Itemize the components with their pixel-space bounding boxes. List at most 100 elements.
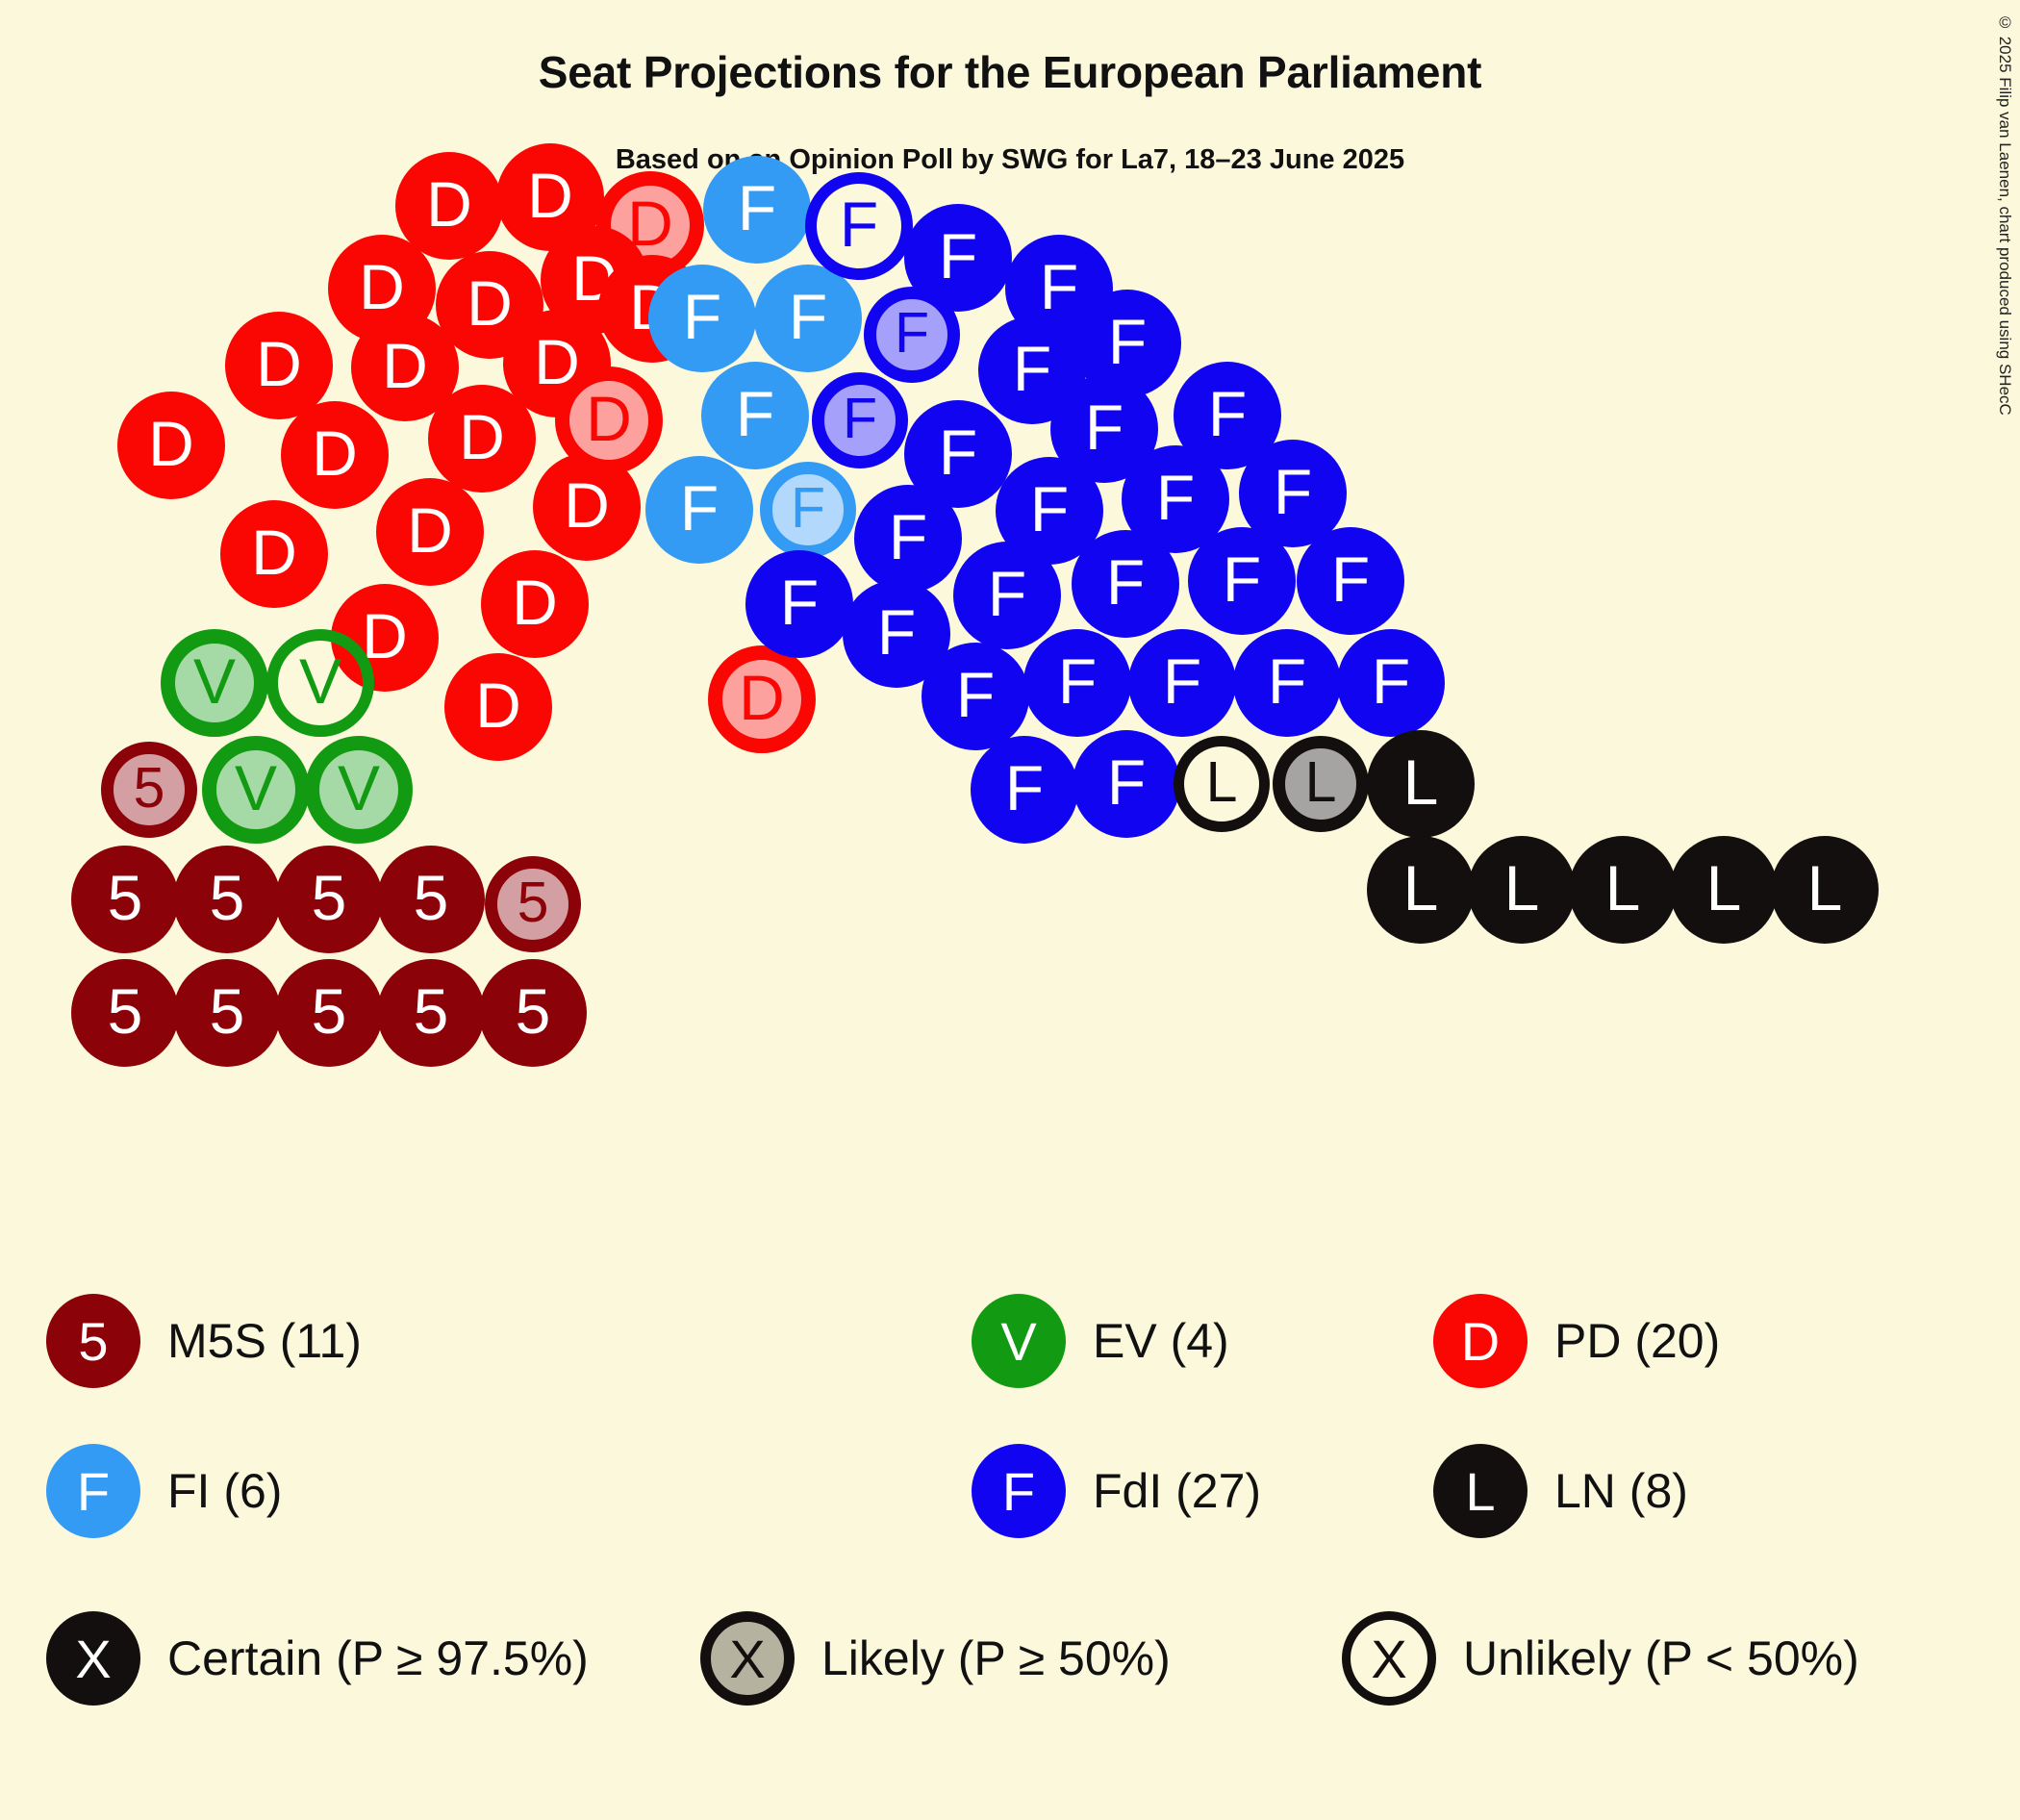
seat-symbol: F	[1029, 473, 1070, 544]
seat-fdi-certain: F	[922, 643, 1029, 750]
seat-symbol: L	[1806, 852, 1843, 923]
seat-pd-certain: D	[117, 392, 225, 499]
seat-symbol: 5	[209, 975, 245, 1047]
legend-swatch-fdi: F	[972, 1444, 1066, 1538]
seat-fdi-certain: F	[971, 736, 1078, 844]
seat-ln-certain: L	[1367, 836, 1475, 944]
seat-fi-certain: F	[703, 156, 811, 264]
seat-pd-certain: D	[220, 500, 328, 608]
seat-symbol: F	[1155, 462, 1196, 533]
seat-symbol: D	[426, 168, 472, 240]
seat-symbol: 5	[515, 975, 551, 1047]
seat-symbol: F	[1105, 546, 1146, 618]
seat-symbol: 5	[209, 862, 245, 933]
seat-symbol: 5	[311, 975, 347, 1047]
seat-symbol: F	[894, 300, 930, 365]
seat-symbol: F	[737, 172, 777, 243]
seat-symbol: F	[1106, 746, 1147, 818]
seat-symbol: F	[1107, 306, 1148, 377]
seat-symbol: 5	[413, 862, 449, 933]
legend-swatch-symbol: 5	[78, 1310, 109, 1372]
seat-m5s-certain: 5	[377, 846, 485, 953]
seat-ln-certain: L	[1367, 730, 1475, 838]
seat-symbol: F	[1039, 251, 1079, 322]
seat-symbol: D	[312, 417, 358, 489]
seat-m5s-certain: 5	[173, 959, 281, 1067]
seat-symbol: F	[938, 220, 978, 291]
seat-fdi-certain: F	[1073, 730, 1180, 838]
legend-item-pd: D PD (20)	[1433, 1294, 1720, 1388]
seat-symbol: L	[1402, 746, 1439, 818]
seat-ln-certain: L	[1771, 836, 1879, 944]
legend-swatch-symbol: F	[1001, 1460, 1036, 1522]
legend-item-m5s: 5 M5S (11)	[46, 1294, 362, 1388]
seat-ln-unlikely: L	[1174, 736, 1270, 832]
seat-fdi-likely: F	[864, 287, 960, 383]
seat-fi-certain: F	[648, 265, 756, 372]
seat-symbol: F	[1273, 456, 1313, 527]
seat-symbol: F	[1222, 543, 1262, 615]
seat-fdi-certain: F	[745, 550, 853, 658]
hemicycle-seat-diagram: DDDDDDDDDDDDDDDDDDDDVVVV55555555555DFFFF…	[71, 143, 1879, 1067]
legend-swatch-fi: F	[46, 1444, 140, 1538]
seat-symbol: 5	[517, 870, 549, 934]
seat-fdi-certain: F	[1337, 629, 1445, 737]
seat-fdi-likely: F	[812, 372, 908, 468]
seat-pd-certain: D	[481, 550, 589, 658]
legend-probability-symbol: X	[75, 1628, 112, 1689]
legend-probability-likely: X Likely (P ≥ 50%)	[700, 1611, 1171, 1706]
seat-ev-likely: V	[202, 736, 310, 844]
seat-pd-certain: D	[281, 401, 389, 509]
seat-fdi-unlikely: F	[805, 172, 913, 280]
seat-symbol: D	[739, 662, 785, 733]
seat-m5s-certain: 5	[377, 959, 485, 1067]
legend-probability-swatch-certain: X	[46, 1611, 140, 1706]
legend-swatch-symbol: F	[76, 1460, 111, 1522]
legend-label-m5s: M5S (11)	[167, 1314, 362, 1368]
seat-m5s-certain: 5	[71, 959, 179, 1067]
seat-ev-likely: V	[161, 629, 268, 737]
seat-symbol: F	[987, 558, 1027, 629]
legend-probability-unlikely: X Unlikely (P < 50%)	[1342, 1611, 1859, 1706]
seat-pd-certain: D	[436, 251, 543, 359]
legend-swatch-ev: V	[972, 1294, 1066, 1388]
seat-symbol: L	[1402, 852, 1439, 923]
seat-pd-certain: D	[496, 143, 604, 251]
seat-pd-likely: D	[708, 645, 816, 753]
seat-symbol: F	[938, 417, 978, 488]
seat-m5s-certain: 5	[275, 959, 383, 1067]
seat-symbol: F	[1057, 645, 1098, 717]
seat-symbol: D	[148, 408, 194, 479]
seat-symbol: 5	[311, 862, 347, 933]
legend-swatch-ln: L	[1433, 1444, 1528, 1538]
seat-m5s-certain: 5	[173, 846, 281, 953]
seat-m5s-likely: 5	[485, 856, 581, 952]
legend-probability-swatch-unlikely: X	[1342, 1611, 1436, 1706]
seat-pd-certain: D	[428, 385, 536, 493]
seat-symbol: 5	[413, 975, 449, 1047]
seat-symbol: L	[1304, 749, 1337, 814]
seat-symbol: D	[382, 330, 428, 401]
seat-symbol: V	[337, 752, 381, 823]
seat-symbol: V	[234, 752, 278, 823]
seat-fdi-certain: F	[1233, 629, 1341, 737]
seat-ln-certain: L	[1670, 836, 1778, 944]
seat-m5s-certain: 5	[275, 846, 383, 953]
seat-symbol: F	[1084, 392, 1124, 463]
seat-ln-certain: L	[1569, 836, 1677, 944]
seat-pd-certain: D	[395, 152, 503, 260]
seat-symbol: F	[876, 596, 917, 668]
seat-m5s-certain: 5	[71, 846, 179, 953]
seat-fdi-certain: F	[854, 485, 962, 593]
seat-symbol: D	[251, 517, 297, 588]
seat-ev-unlikely: V	[266, 629, 374, 737]
legend-item-fi: F FI (6)	[46, 1444, 282, 1538]
seat-symbol: F	[779, 567, 820, 638]
seat-symbol: L	[1205, 749, 1238, 814]
seat-pd-likely: D	[555, 367, 663, 474]
seat-m5s-certain: 5	[479, 959, 587, 1067]
seat-symbol: D	[359, 251, 405, 322]
seat-symbol: F	[1267, 645, 1307, 717]
legend-item-fdi: F FdI (27)	[972, 1444, 1261, 1538]
